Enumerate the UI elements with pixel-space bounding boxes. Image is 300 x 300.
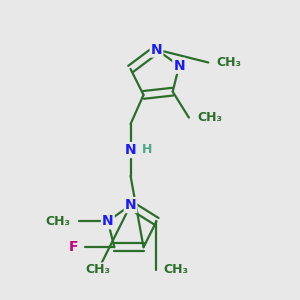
Text: CH₃: CH₃ <box>85 263 111 276</box>
Text: CH₃: CH₃ <box>163 263 188 276</box>
Text: CH₃: CH₃ <box>216 56 242 69</box>
Text: CH₃: CH₃ <box>46 215 70 228</box>
Text: N: N <box>102 214 114 228</box>
Text: F: F <box>69 240 79 254</box>
Text: N: N <box>125 143 136 157</box>
Text: N: N <box>125 198 136 212</box>
Text: H: H <box>142 143 152 157</box>
Text: N: N <box>173 59 185 73</box>
Text: CH₃: CH₃ <box>197 111 222 124</box>
Text: N: N <box>151 43 162 56</box>
